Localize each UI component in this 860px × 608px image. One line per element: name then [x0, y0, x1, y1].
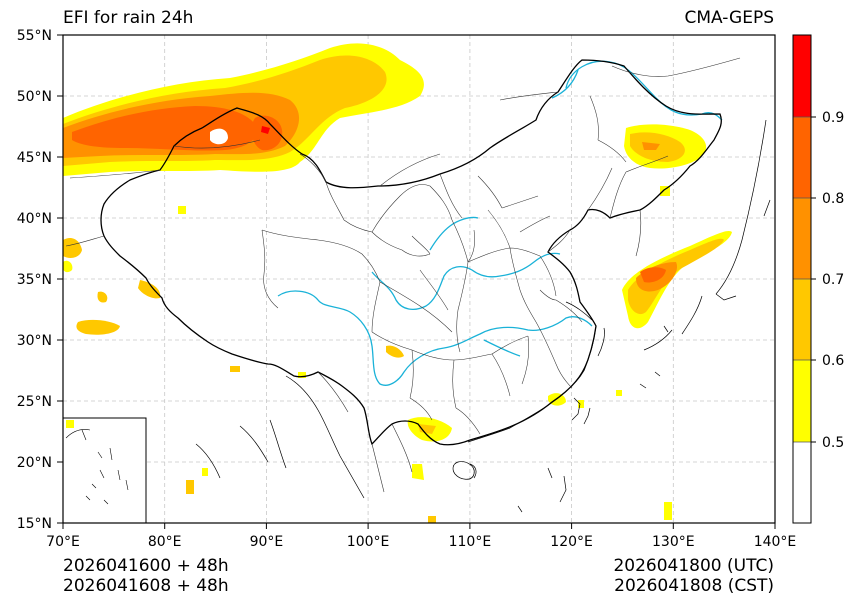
init-time-cst: 2026041608 + 48h	[63, 576, 229, 596]
axis-ticks	[57, 34, 776, 529]
efi-shading	[63, 43, 732, 523]
colorbar-level-6	[793, 442, 811, 523]
valid-time-utc: 2026041800 (UTC)	[613, 556, 774, 576]
province-borders	[261, 95, 669, 435]
inset-map	[63, 417, 147, 523]
colorbar-label: 0.5	[822, 435, 844, 451]
colorbar-level-4	[793, 279, 811, 360]
colorbar-level-3	[793, 198, 811, 279]
colorbar-label: 0.8	[822, 191, 844, 207]
lat-labels: 55°N 50°N 45°N 40°N 35°N 30°N 25°N 20°N …	[17, 28, 52, 532]
rivers	[277, 60, 723, 386]
colorbar: 0.9 0.8 0.7 0.6 0.5	[792, 34, 844, 524]
lat-label: 25°N	[17, 394, 52, 410]
colorbar-level-2	[793, 117, 811, 198]
lat-label: 40°N	[17, 211, 52, 227]
lon-label: 120°E	[550, 534, 593, 550]
model-name: CMA-GEPS	[684, 8, 774, 28]
lat-label: 15°N	[17, 516, 52, 532]
colorbar-label: 0.6	[822, 353, 844, 369]
colorbar-label: 0.7	[822, 272, 844, 288]
valid-time-cst: 2026041808 (CST)	[614, 576, 774, 596]
country-borders	[65, 57, 741, 493]
lat-label: 20°N	[17, 455, 52, 471]
lat-label: 50°N	[17, 89, 52, 105]
lat-label: 35°N	[17, 272, 52, 288]
lon-label: 140°E	[754, 534, 797, 550]
lon-labels: 70°E 80°E 90°E 100°E 110°E 120°E 130°E 1…	[46, 534, 796, 550]
lon-label: 100°E	[347, 534, 390, 550]
map-area	[63, 35, 775, 523]
lon-label: 90°E	[250, 534, 284, 550]
lat-label: 55°N	[17, 28, 52, 44]
lon-label: 110°E	[449, 534, 492, 550]
china-border	[100, 59, 722, 446]
init-time: 2026041600 + 48h 2026041608 + 48h	[63, 556, 229, 596]
colorbar-label: 0.9	[822, 110, 844, 126]
lon-label: 80°E	[148, 534, 182, 550]
map-title: EFI for rain 24h	[63, 8, 194, 28]
lon-label: 130°E	[652, 534, 695, 550]
colorbar-level-1	[793, 35, 811, 117]
lat-label: 45°N	[17, 150, 52, 166]
colorbar-level-5	[793, 360, 811, 442]
lon-label: 70°E	[46, 534, 80, 550]
init-time-utc: 2026041600 + 48h	[63, 556, 229, 576]
lat-label: 30°N	[17, 333, 52, 349]
valid-time: 2026041800 (UTC) 2026041808 (CST)	[613, 556, 774, 596]
coastlines	[195, 119, 771, 513]
